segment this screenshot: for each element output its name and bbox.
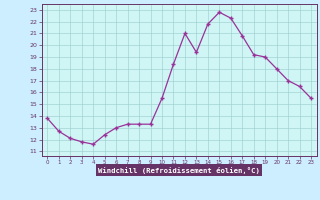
- X-axis label: Windchill (Refroidissement éolien,°C): Windchill (Refroidissement éolien,°C): [98, 167, 260, 174]
